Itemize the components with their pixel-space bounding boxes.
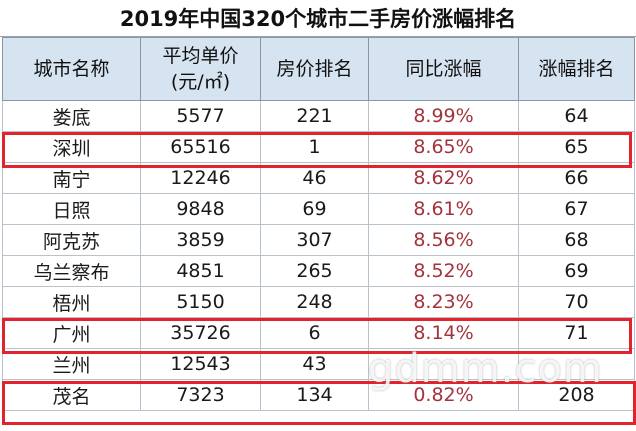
cell-city: 娄底 — [2, 100, 141, 132]
cell-growth-rank: 69 — [518, 255, 635, 287]
cell-yoy: 8.99% — [368, 100, 519, 132]
cell-growth-rank: 67 — [518, 193, 635, 225]
cell-yoy: 8.65% — [368, 131, 519, 163]
cell-yoy: 8.61% — [368, 193, 519, 225]
cell-price: 5577 — [140, 100, 261, 132]
cell-price-rank: 6 — [260, 317, 369, 349]
header-city: 城市名称 — [2, 37, 141, 101]
cell-price: 7323 — [140, 379, 261, 411]
table-row: 梧州 5150 248 8.23% 70 — [2, 286, 635, 318]
cell-yoy: 8.23% — [368, 286, 519, 318]
watermark: gdmm.com — [368, 346, 603, 392]
table-row: 日照 9848 69 8.61% 67 — [2, 193, 635, 225]
cell-price-rank: 1 — [260, 131, 369, 163]
cell-price-rank: 69 — [260, 193, 369, 225]
table-row: 南宁 12246 46 8.62% 66 — [2, 162, 635, 194]
cell-growth-rank: 66 — [518, 162, 635, 194]
cell-yoy: 0.82% — [368, 379, 519, 411]
cell-city: 日照 — [2, 193, 141, 225]
cell-growth-rank: 65 — [518, 131, 635, 163]
table-title: 2019年中国320个城市二手房价涨幅排名 — [0, 0, 636, 37]
cell-growth-rank: 70 — [518, 286, 635, 318]
cell-growth-rank: 208 — [518, 379, 635, 411]
cell-price-rank: 248 — [260, 286, 369, 318]
cell-price: 9848 — [140, 193, 261, 225]
cell-price: 65516 — [140, 131, 261, 163]
header-row: 城市名称 平均单价 (元/㎡) 房价排名 同比涨幅 涨幅排名 — [2, 37, 635, 101]
header-price-line2: (元/㎡) — [170, 71, 231, 93]
table-row: 深圳 65516 1 8.65% 65 — [2, 131, 635, 163]
cell-growth-rank: 71 — [518, 317, 635, 349]
cell-yoy: 8.62% — [368, 162, 519, 194]
cell-city: 茂名 — [2, 379, 141, 411]
cell-city: 梧州 — [2, 286, 141, 318]
cell-price-rank: 265 — [260, 255, 369, 287]
cell-yoy: 8.56% — [368, 224, 519, 256]
cell-city: 兰州 — [2, 348, 141, 380]
cell-yoy: 8.14% — [368, 317, 519, 349]
header-price: 平均单价 (元/㎡) — [140, 37, 261, 101]
header-price-line1: 平均单价 — [162, 45, 239, 67]
table-row: 广州 35726 6 8.14% 71 — [2, 317, 635, 349]
cell-price: 12246 — [140, 162, 261, 194]
cell-growth-rank: 64 — [518, 100, 635, 132]
cell-price: 12543 — [140, 348, 261, 380]
cell-growth-rank: 68 — [518, 224, 635, 256]
header-growth-rank: 涨幅排名 — [518, 37, 635, 101]
header-price-rank: 房价排名 — [260, 37, 369, 101]
cell-price: 4851 — [140, 255, 261, 287]
cell-city: 阿克苏 — [2, 224, 141, 256]
table-row: 阿克苏 3859 307 8.56% 68 — [2, 224, 635, 256]
cell-yoy: 8.52% — [368, 255, 519, 287]
cell-city: 深圳 — [2, 131, 141, 163]
cell-city: 乌兰察布 — [2, 255, 141, 287]
cell-price-rank: 221 — [260, 100, 369, 132]
cell-city: 广州 — [2, 317, 141, 349]
cell-city: 南宁 — [2, 162, 141, 194]
cell-price-rank: 134 — [260, 379, 369, 411]
cell-price: 35726 — [140, 317, 261, 349]
table-row: 乌兰察布 4851 265 8.52% 69 — [2, 255, 635, 287]
table-row: 娄底 5577 221 8.99% 64 — [2, 100, 635, 132]
table-row: 茂名 7323 134 0.82% 208 — [2, 379, 635, 411]
cell-price-rank: 43 — [260, 348, 369, 380]
cell-price: 3859 — [140, 224, 261, 256]
cell-price: 5150 — [140, 286, 261, 318]
cell-price-rank: 46 — [260, 162, 369, 194]
header-yoy: 同比涨幅 — [368, 37, 519, 101]
cell-price-rank: 307 — [260, 224, 369, 256]
